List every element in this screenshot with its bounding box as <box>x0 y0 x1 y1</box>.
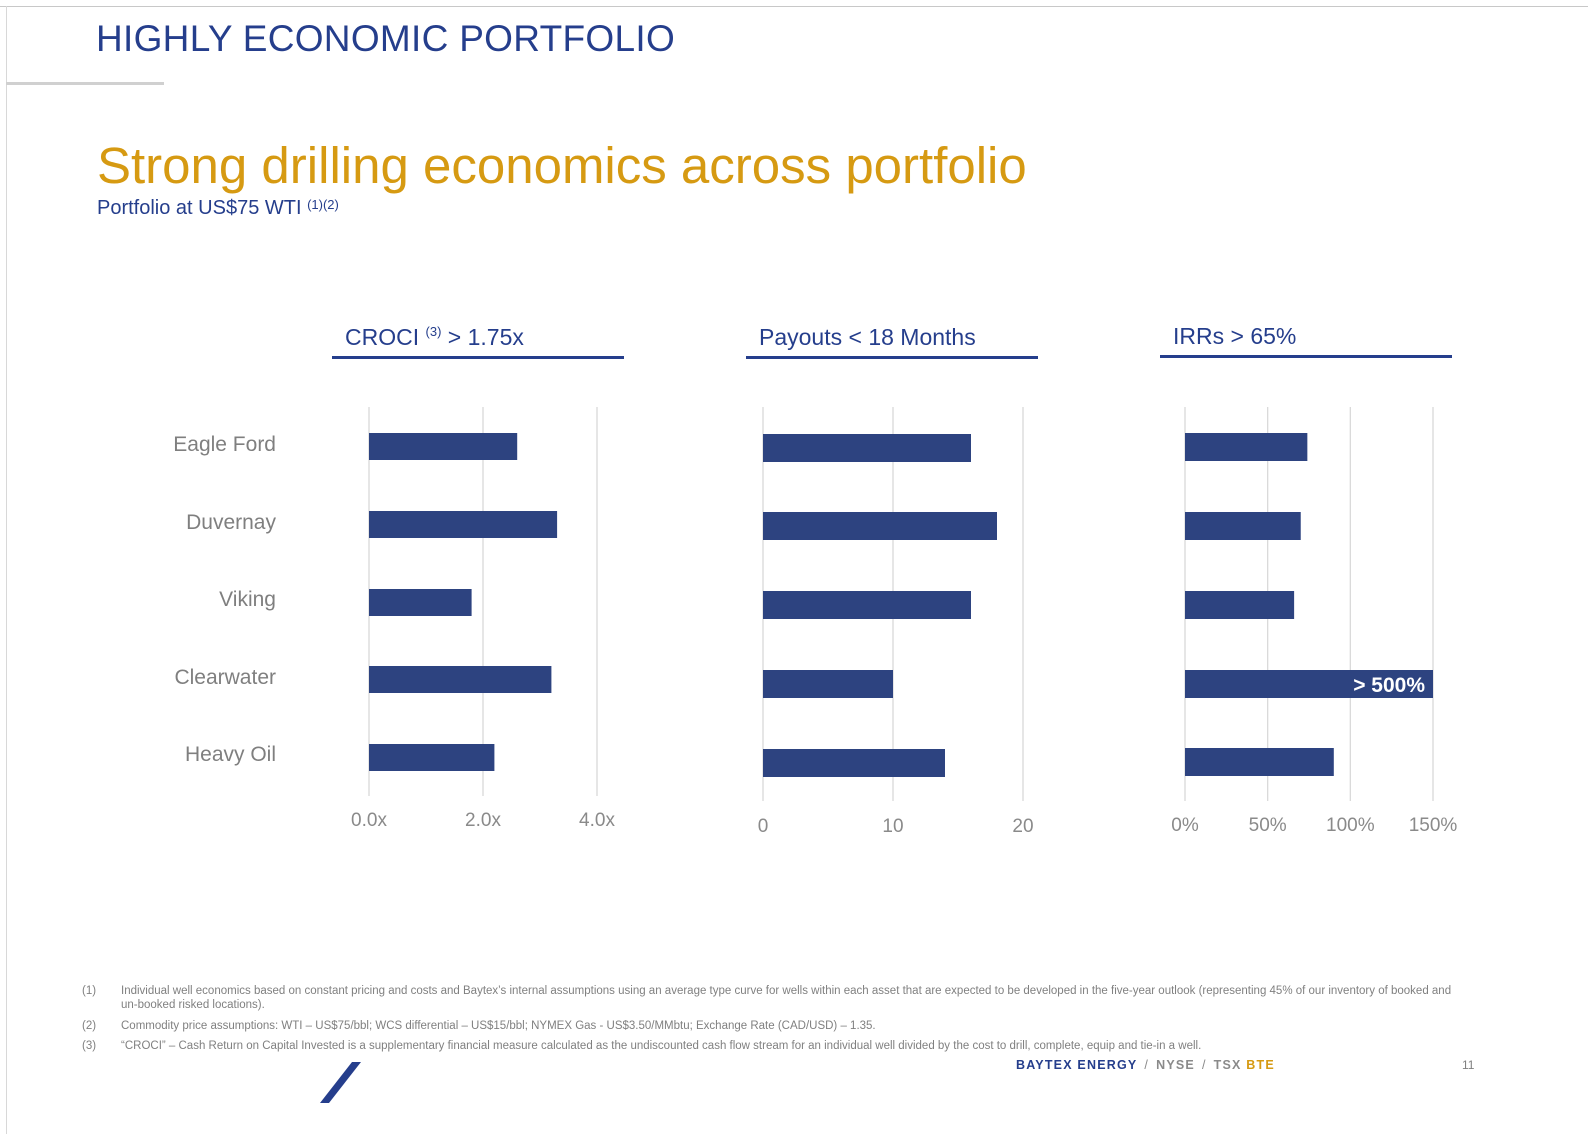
irr-title-rule <box>1160 355 1452 358</box>
logo-slash-icon <box>320 1062 361 1103</box>
irr-tick-label: 150% <box>1409 815 1458 836</box>
section-rule <box>6 82 164 85</box>
subtitle-footnote-ref: (1)(2) <box>307 197 339 212</box>
footnote-2: (2) Commodity price assumptions: WTI – U… <box>82 1019 1482 1035</box>
payouts-tick-label: 10 <box>882 816 903 837</box>
payouts-bar <box>763 670 893 698</box>
payouts-bar <box>763 434 971 462</box>
croci-title-note: (3) <box>425 324 442 339</box>
payouts-title-rule <box>746 356 1038 359</box>
category-label-eagle-ford: Eagle Ford <box>173 433 276 456</box>
section-title: HIGHLY ECONOMIC PORTFOLIO <box>96 18 676 59</box>
subtitle-text: Portfolio at US$75 WTI <box>97 197 302 219</box>
footnote-2-text: Commodity price assumptions: WTI – US$75… <box>121 1020 876 1032</box>
irr-tick-label: 50% <box>1249 815 1287 836</box>
left-border <box>6 6 7 1134</box>
ticker-symbol: BTE <box>1246 1058 1275 1072</box>
category-label-viking: Viking <box>219 588 276 611</box>
footnote-1: (1) Individual well economics based on c… <box>82 984 1482 1014</box>
irr-bar <box>1185 512 1301 540</box>
payouts-chart-title: Payouts < 18 Months <box>759 324 976 350</box>
croci-tick-label: 0.0x <box>351 810 387 831</box>
croci-title-suffix: > 1.75x <box>441 324 524 350</box>
footnote-1-text: Individual well economics based on const… <box>121 985 1452 1011</box>
croci-title-text: CROCI <box>345 324 420 350</box>
irr-chart-title: IRRs > 65% <box>1173 323 1297 349</box>
category-label-clearwater: Clearwater <box>174 666 276 689</box>
headline: Strong drilling economics across portfol… <box>97 137 1027 194</box>
irr-bar <box>1185 433 1308 461</box>
irr-bar <box>1185 670 1433 698</box>
footer-brand: BAYTEX ENERGY / NYSE / TSX BTE <box>1016 1058 1275 1072</box>
footnote-2-num: (2) <box>82 1020 97 1032</box>
croci-chart-title: CROCI (3) > 1.75x <box>345 324 524 351</box>
brand-name: BAYTEX ENERGY <box>1016 1058 1138 1072</box>
croci-tick-label: 4.0x <box>579 810 615 831</box>
footnote-3-text: “CROCI” – Cash Return on Capital Investe… <box>121 1040 1202 1052</box>
exchange-tsx: TSX <box>1213 1058 1242 1072</box>
footnote-1-num: (1) <box>82 985 97 997</box>
brand-separator: / <box>1144 1058 1150 1072</box>
croci-bar <box>369 433 518 460</box>
croci-bar <box>369 511 558 538</box>
page-number: 11 <box>1462 1058 1475 1072</box>
croci-title-rule <box>332 356 624 359</box>
payouts-tick-label: 0 <box>758 816 769 837</box>
irr-tick-label: 0% <box>1171 815 1199 836</box>
exchange-nyse: NYSE <box>1156 1058 1195 1072</box>
footnote-3: (3) “CROCI” – Cash Return on Capital Inv… <box>82 1039 1482 1055</box>
subtitle: Portfolio at US$75 WTI (1)(2) <box>97 197 339 220</box>
irr-bar-data-label: > 500% <box>1353 674 1425 697</box>
payouts-bar <box>763 749 945 777</box>
payouts-bar <box>763 512 997 540</box>
category-label-duvernay: Duvernay <box>186 511 276 534</box>
category-label-heavy-oil: Heavy Oil <box>184 743 276 766</box>
irr-bar <box>1185 591 1295 619</box>
footnote-3-num: (3) <box>82 1040 97 1052</box>
top-border <box>0 6 1588 7</box>
payouts-bar <box>763 591 971 619</box>
brand-separator-2: / <box>1201 1058 1207 1072</box>
croci-bar <box>369 666 552 693</box>
irr-bar <box>1185 748 1334 776</box>
croci-bar <box>369 744 495 771</box>
irr-tick-label: 100% <box>1326 815 1375 836</box>
croci-bar <box>369 589 472 616</box>
payouts-tick-label: 20 <box>1012 816 1033 837</box>
croci-tick-label: 2.0x <box>465 810 501 831</box>
